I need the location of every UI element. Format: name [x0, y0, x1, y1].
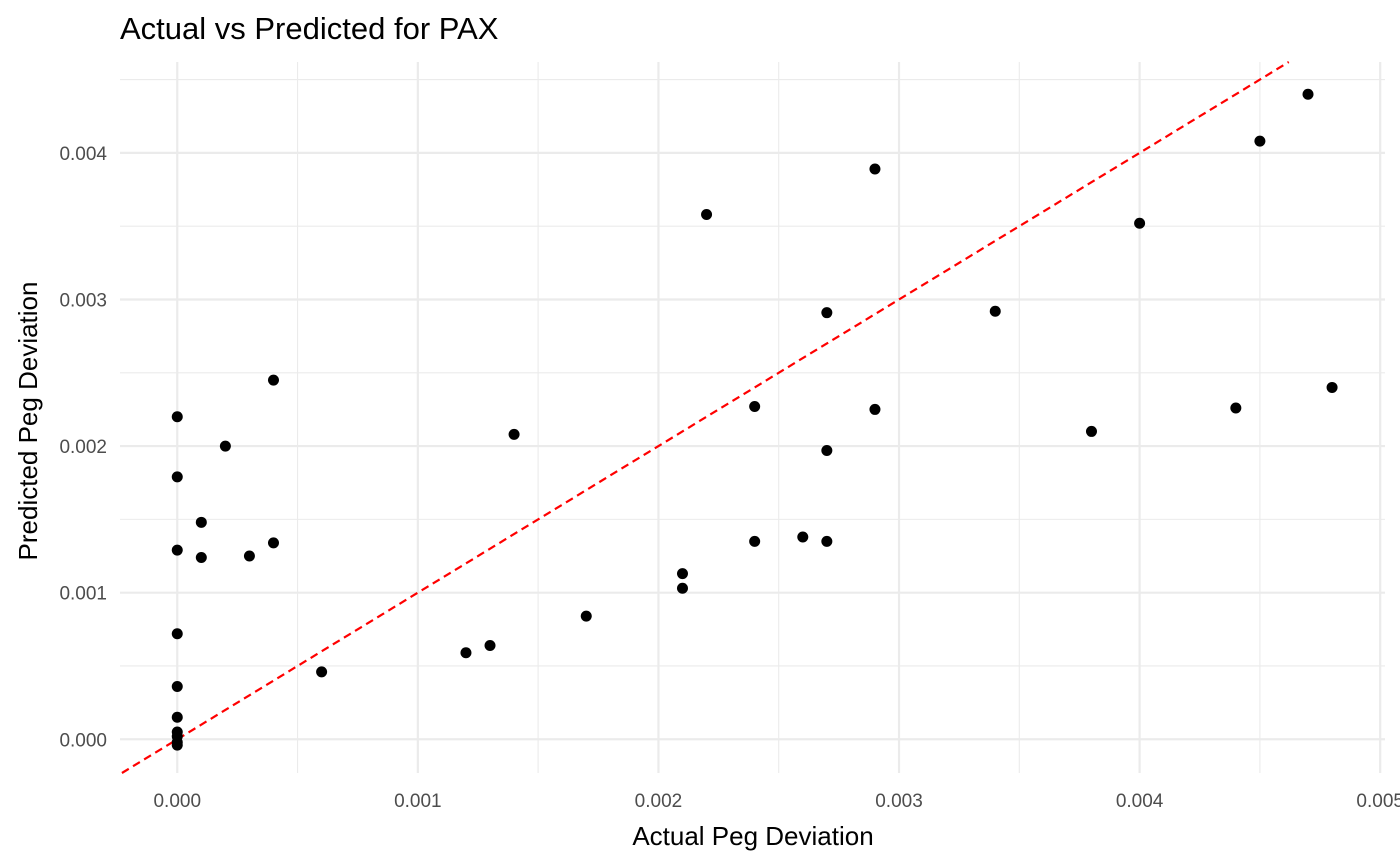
data-point: [171, 411, 183, 423]
data-point: [821, 307, 833, 319]
data-point: [316, 666, 328, 678]
data-point: [460, 647, 472, 659]
data-point: [989, 305, 1001, 317]
data-point: [267, 374, 279, 386]
data-points: [171, 88, 1338, 751]
reference-line-layer: [121, 61, 1290, 774]
y-tick-label: 0.002: [59, 437, 107, 458]
y-tick-label: 0.003: [59, 290, 107, 311]
x-tick-label: 0.001: [394, 791, 442, 812]
y-tick-label: 0.004: [59, 144, 107, 165]
data-point: [1230, 402, 1242, 414]
data-point: [267, 537, 279, 549]
data-point: [1302, 88, 1314, 100]
data-point: [1085, 425, 1097, 437]
data-point: [508, 428, 520, 440]
y-tick-label: 0.001: [59, 584, 107, 605]
y-tick-labels: 0.000 0.001 0.002 0.003 0.004: [59, 144, 107, 751]
data-point: [171, 739, 183, 751]
data-point: [1326, 381, 1338, 393]
data-point: [171, 711, 183, 723]
major-gridlines: [120, 62, 1385, 773]
x-tick-label: 0.005: [1356, 791, 1400, 812]
data-point: [797, 531, 809, 543]
data-point: [171, 681, 183, 693]
data-point: [580, 610, 592, 622]
minor-gridlines: [120, 62, 1385, 773]
reference-line: [121, 61, 1290, 774]
data-point: [219, 440, 231, 452]
data-point: [171, 628, 183, 640]
x-tick-label: 0.002: [635, 791, 683, 812]
data-point: [243, 550, 255, 562]
data-point: [749, 535, 761, 547]
data-point: [195, 516, 207, 528]
x-tick-label: 0.000: [153, 791, 201, 812]
data-point: [676, 568, 688, 580]
data-point: [171, 471, 183, 483]
chart-title: Actual vs Predicted for PAX: [120, 11, 499, 46]
data-point: [195, 552, 207, 564]
data-point: [869, 163, 881, 175]
x-tick-label: 0.003: [875, 791, 923, 812]
x-axis-title: Actual Peg Deviation: [632, 821, 873, 851]
y-tick-label: 0.000: [59, 730, 107, 751]
data-point: [869, 403, 881, 415]
data-point: [676, 582, 688, 594]
data-point: [821, 444, 833, 456]
data-point: [484, 639, 496, 651]
data-point: [749, 401, 761, 413]
data-point: [1134, 217, 1146, 229]
data-point: [1254, 135, 1266, 147]
data-point: [701, 208, 713, 220]
y-axis-title: Predicted Peg Deviation: [13, 282, 43, 561]
x-tick-labels: 0.000 0.001 0.002 0.003 0.004 0.005: [153, 791, 1400, 812]
data-point: [821, 535, 833, 547]
data-point: [171, 544, 183, 556]
x-tick-label: 0.004: [1116, 791, 1164, 812]
